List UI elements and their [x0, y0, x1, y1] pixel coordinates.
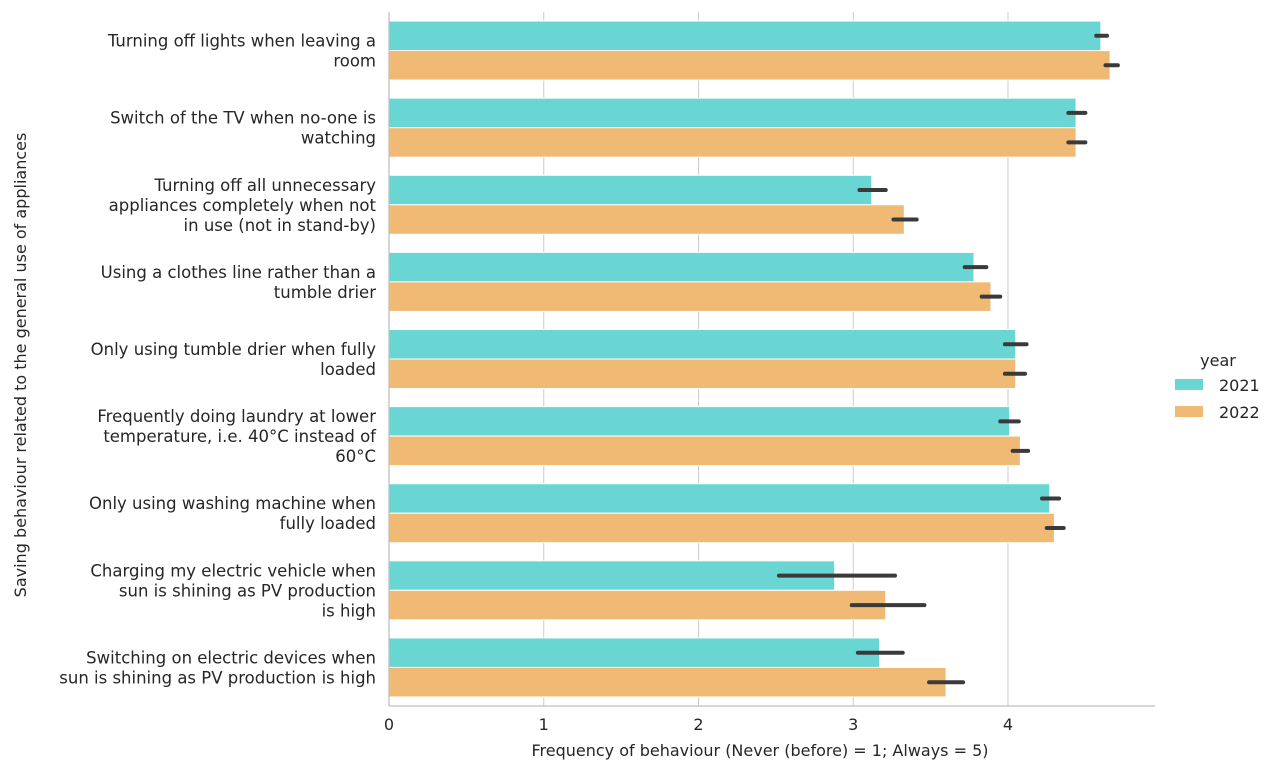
category-label-line: Turning off all unnecessary — [153, 176, 376, 195]
bar-2021-5 — [388, 406, 1011, 437]
x-tick-label: 3 — [848, 715, 858, 734]
legend-swatch-2021 — [1175, 379, 1203, 390]
category-label: Using a clothes line rather than a tumble… — [101, 263, 377, 302]
bar-2022-1 — [388, 127, 1077, 158]
x-tick-label: 2 — [693, 715, 703, 734]
bar-2021-4 — [388, 329, 1017, 360]
category-label-line: temperature, i.e. 40°C instead of — [103, 427, 377, 446]
x-tick-label: 0 — [384, 715, 394, 734]
bar-2022-6 — [388, 512, 1055, 544]
category-label-line: 60°C — [335, 447, 376, 466]
bar-2021-6 — [388, 483, 1051, 514]
category-label-line: Only using tumble drier when fully — [91, 340, 377, 359]
category-label-line: Turning off lights when leaving a — [107, 32, 376, 51]
bar-2022-7 — [388, 589, 887, 621]
category-label: Switching on electric devices when sun is… — [59, 648, 376, 687]
category-label-line: fully loaded — [280, 514, 376, 533]
category-label: Charging my electric vehicle when sun is … — [90, 561, 376, 620]
bar-2022-0 — [388, 50, 1111, 81]
category-label-line: loaded — [320, 360, 376, 379]
category-label-line: appliances completely when not — [109, 196, 377, 215]
category-label-line: tumble drier — [274, 283, 376, 302]
category-label-line: watching — [301, 129, 376, 148]
bar-layer — [388, 20, 1111, 698]
x-axis-title: Frequency of behaviour (Never (before) =… — [531, 741, 988, 760]
bar-2022-3 — [388, 281, 992, 312]
bar-2021-3 — [388, 251, 975, 283]
bar-2022-8 — [388, 666, 947, 698]
label-layer: 0 1 2 3 4 Turning off lights when leaving a ro… — [59, 32, 1013, 734]
bar-2021-2 — [388, 174, 873, 206]
category-label: Turning off all unnecessary appliances co… — [109, 176, 377, 235]
legend-label-2022: 2022 — [1219, 403, 1260, 422]
category-label-line: Only using washing machine when — [89, 494, 376, 513]
legend-title: year — [1200, 351, 1236, 370]
category-label-line: in use (not in stand-by) — [184, 216, 376, 235]
category-label: Frequently doing laundry at lower tempera… — [97, 407, 377, 466]
bar-2021-7 — [388, 560, 836, 591]
category-label: Only using tumble drier when fully loaded — [91, 340, 377, 379]
legend-label-2021: 2021 — [1219, 376, 1260, 395]
category-label-line: room — [333, 52, 376, 71]
bar-2022-5 — [388, 435, 1021, 467]
x-tick-label: 1 — [539, 715, 549, 734]
category-label-line: sun is shining as PV production is high — [59, 668, 376, 687]
category-label-line: Charging my electric vehicle when — [90, 561, 376, 580]
legend: year 2021 2022 — [1175, 351, 1260, 422]
category-label-line: Frequently doing laundry at lower — [97, 407, 376, 426]
category-label: Only using washing machine when fully loa… — [89, 494, 376, 533]
category-label-line: Switching on electric devices when — [86, 648, 376, 667]
bar-2022-2 — [388, 204, 905, 235]
bar-2021-8 — [388, 637, 881, 668]
error-bar-layer — [776, 33, 1120, 685]
bar-2021-0 — [388, 20, 1102, 52]
category-label-line: is high — [322, 601, 376, 620]
y-axis-title: Saving behaviour related to the general … — [11, 133, 30, 598]
category-label: Turning off lights when leaving a room — [107, 32, 376, 71]
category-label: Switch of the TV when no-one is watching — [110, 109, 376, 148]
category-label-line: sun is shining as PV production — [119, 581, 376, 600]
bar-2021-1 — [388, 97, 1077, 129]
x-tick-label: 4 — [1003, 715, 1013, 734]
axis-layer — [388, 12, 1155, 707]
legend-swatch-2022 — [1175, 406, 1203, 417]
category-label-line: Using a clothes line rather than a — [101, 263, 376, 282]
bar-2022-4 — [388, 358, 1017, 389]
category-label-line: Switch of the TV when no-one is — [110, 109, 376, 128]
